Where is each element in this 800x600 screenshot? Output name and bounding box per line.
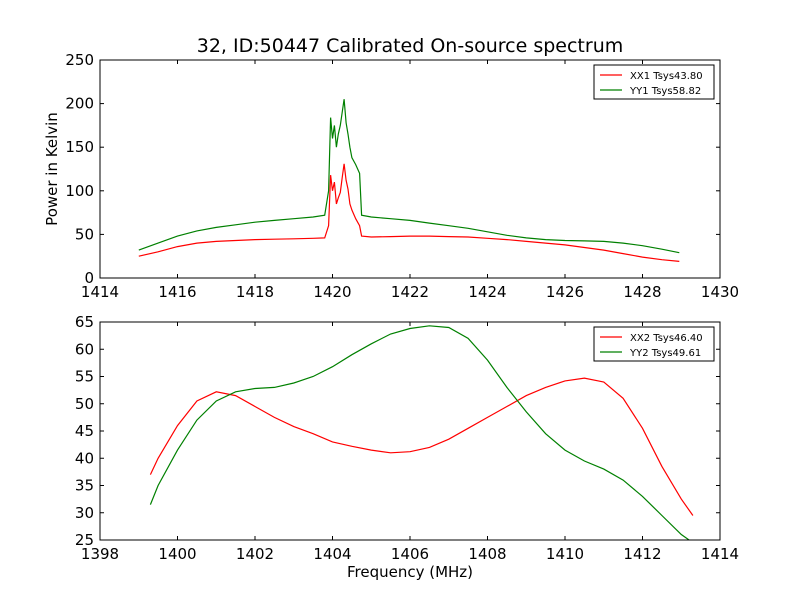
y-tick-label: 30 [75, 504, 94, 522]
chart-panel-1: 1414 1416 1418 1420 1422 1424 1426 1428 1430 0 50 1… [43, 51, 739, 301]
y-tick-label: 250 [65, 51, 94, 69]
x-tick-label: 1422 [391, 283, 429, 301]
series-line-xx1 [138, 163, 680, 262]
x-tick-label: 1410 [546, 545, 584, 563]
y-tick-label: 60 [75, 340, 94, 358]
figure-title: 32, ID:50447 Calibrated On-source spectr… [197, 35, 624, 57]
legend-label: XX2 Tsys46.40 [630, 333, 703, 344]
y-tick-label: 50 [75, 225, 94, 243]
x-tick-label: 1416 [158, 283, 196, 301]
x-tick-label: 1424 [468, 283, 506, 301]
y-tick-label: 200 [65, 95, 94, 113]
x-tick-label: 1408 [468, 545, 506, 563]
y-tick-label: 50 [75, 395, 94, 413]
y-tick-label: 150 [65, 138, 94, 156]
x-tick-label: 1398 [81, 545, 119, 563]
legend-label: YY2 Tsys49.61 [629, 348, 701, 359]
legend-label: YY1 Tsys58.82 [629, 86, 701, 97]
y-tick-label: 45 [75, 422, 94, 440]
x-tick-label: 1402 [236, 545, 274, 563]
x-tick-label: 1414 [701, 545, 739, 563]
x-tick-label: 1418 [236, 283, 274, 301]
x-tick-label: 1414 [81, 283, 119, 301]
legend-box [593, 326, 715, 362]
x-tick-label: 1412 [623, 545, 661, 563]
y-tick-label: 25 [75, 531, 94, 549]
legend-label: XX1 Tsys43.80 [630, 71, 703, 82]
x-axis-label: Frequency (MHz) [347, 563, 473, 581]
x-tick-label: 1426 [546, 283, 584, 301]
x-tick-label: 1420 [313, 283, 351, 301]
x-tick-label: 1430 [701, 283, 739, 301]
y-tick-label: 35 [75, 477, 94, 495]
x-tick-label: 1404 [313, 545, 351, 563]
series-line-yy2 [149, 325, 691, 540]
x-tick-label: 1428 [623, 283, 661, 301]
series-line-xx2 [149, 377, 694, 516]
y-axis-label: Power in Kelvin [43, 112, 61, 226]
y-tick-label: 40 [75, 449, 94, 467]
series-line-yy1 [138, 99, 680, 254]
x-tick-label: 1406 [391, 545, 429, 563]
chart-panel-2: 1398 1400 1402 1404 1406 1408 1410 1412 1414 25 30… [75, 313, 739, 581]
y-tick-label: 0 [84, 269, 94, 287]
y-tick-label: 65 [75, 313, 94, 331]
x-tick-label: 1400 [158, 545, 196, 563]
legend: XX2 Tsys46.40 YY2 Tsys49.61 [593, 326, 715, 362]
y-tick-label: 55 [75, 368, 94, 386]
y-tick-label: 100 [65, 182, 94, 200]
legend: XX1 Tsys43.80 YY1 Tsys58.82 [593, 64, 715, 100]
legend-box [593, 64, 715, 100]
